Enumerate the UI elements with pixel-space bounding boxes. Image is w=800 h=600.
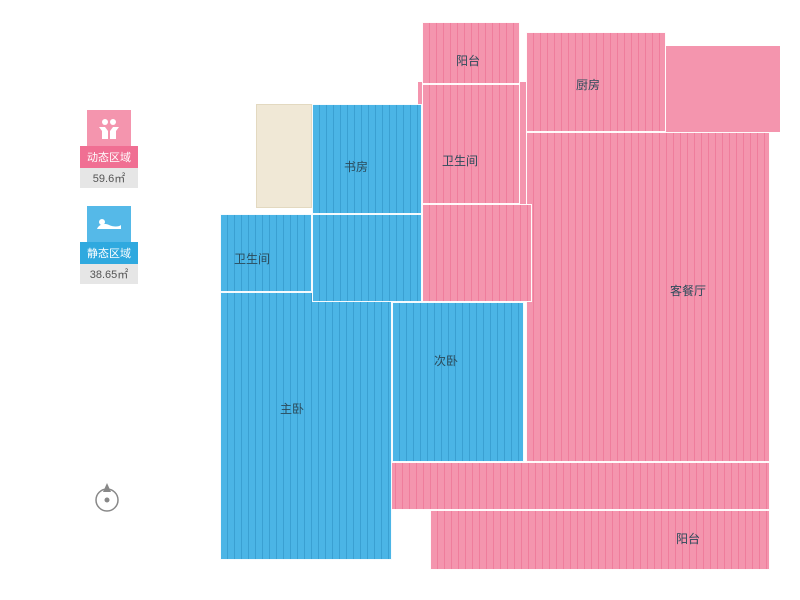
room-balcony-bottom	[430, 510, 770, 570]
sleep-icon	[87, 206, 131, 242]
room-corridor	[312, 214, 422, 302]
legend-static: 静态区域 38.65㎡	[80, 206, 138, 284]
room-bath-1	[422, 84, 520, 204]
room-label-bath-2: 卫生间	[234, 250, 270, 267]
room-label-balcony-bottom: 阳台	[676, 530, 700, 547]
legend-dynamic: 动态区域 59.6㎡	[80, 110, 138, 188]
room-label-living-dining: 客餐厅	[670, 282, 706, 299]
legend: 动态区域 59.6㎡ 静态区域 38.65㎡	[80, 110, 138, 302]
legend-static-value: 38.65㎡	[80, 264, 138, 284]
compass-icon	[90, 480, 124, 519]
room-label-bath-1: 卫生间	[442, 152, 478, 169]
legend-dynamic-label: 动态区域	[80, 146, 138, 168]
legend-static-label: 静态区域	[80, 242, 138, 264]
room-living-dining	[526, 132, 770, 462]
floorplan: 阳台厨房客餐厅卫生间阳台书房卫生间主卧次卧	[220, 22, 780, 582]
envelope-block	[666, 46, 780, 132]
balcony-plate	[256, 104, 312, 208]
room-label-second-bed: 次卧	[434, 352, 458, 369]
legend-dynamic-value: 59.6㎡	[80, 168, 138, 188]
room-living-extra	[422, 204, 532, 302]
room-label-kitchen: 厨房	[576, 76, 600, 93]
room-label-master-bed: 主卧	[280, 400, 304, 417]
room-label-balcony-top: 阳台	[456, 52, 480, 69]
room-label-study: 书房	[344, 158, 368, 175]
room-second-bed	[392, 302, 524, 462]
room-master-bed	[220, 292, 392, 560]
people-icon	[87, 110, 131, 146]
